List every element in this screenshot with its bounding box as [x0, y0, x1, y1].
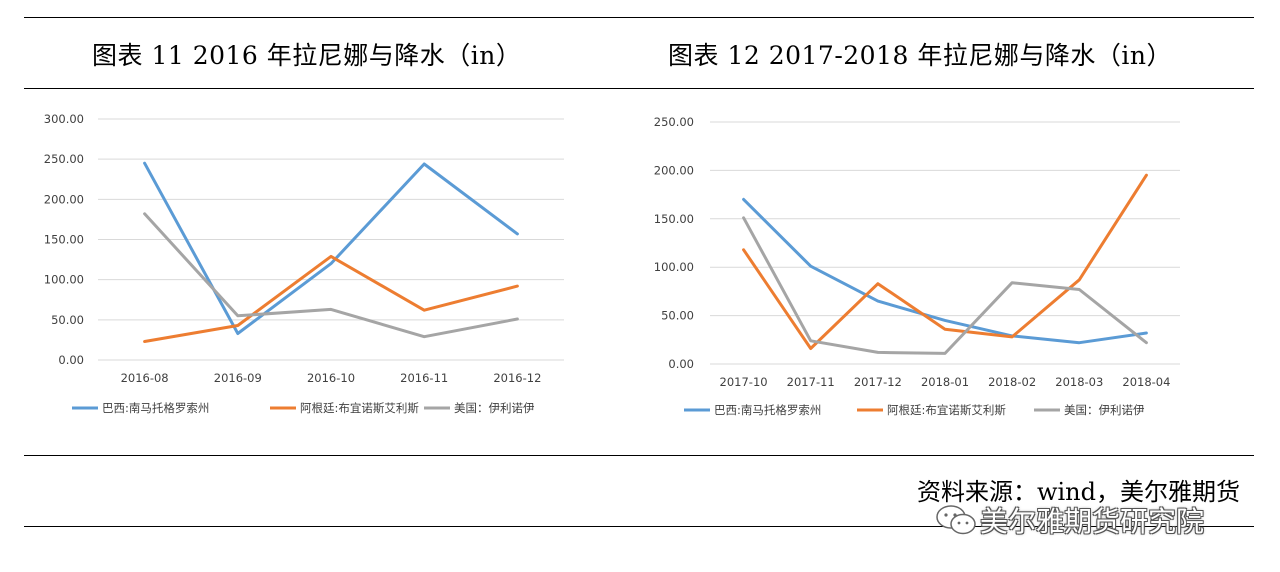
x-tick-label: 2018-02: [988, 375, 1036, 389]
x-tick-label: 2018-03: [1055, 375, 1103, 389]
legend-label: 巴西:南马托格罗索州: [102, 401, 209, 415]
series-line: [143, 161, 519, 335]
y-tick-label: 150.00: [654, 212, 694, 226]
series-line: [742, 173, 1148, 350]
series-line: [143, 212, 519, 339]
x-tick-label: 2017-12: [854, 375, 902, 389]
y-tick-label: 300.00: [44, 112, 84, 126]
series-line: [742, 216, 1148, 355]
x-tick-label: 2016-12: [493, 371, 541, 385]
x-tick-label: 2016-11: [400, 371, 448, 385]
y-tick-label: 200.00: [654, 163, 694, 177]
chart-title-left: 图表 11 2016 年拉尼娜与降水（in）: [92, 41, 522, 70]
footer-rule-top: [24, 455, 1254, 456]
chart-left: 0.00 50.00 100.00 150.00 200.00 250.00 300.00 2…: [44, 112, 564, 415]
title-rule: [24, 88, 1254, 89]
legend-label: 美国：伊利诺伊: [454, 401, 535, 415]
chart-right: 0.00 50.00 100.00 150.00 200.00 250.00 2017-10…: [654, 115, 1180, 417]
x-tick-label: 2016-08: [121, 371, 169, 385]
y-tick-label: 100.00: [44, 273, 84, 287]
watermark-text: 美尔雅期货研究院: [980, 505, 1205, 538]
x-tick-label: 2016-10: [307, 371, 355, 385]
top-rule: [24, 17, 1254, 18]
y-tick-label: 250.00: [654, 115, 694, 129]
x-tick-label: 2016-09: [214, 371, 262, 385]
y-tick-label: 200.00: [44, 192, 84, 206]
footer-rule-bottom: [24, 526, 1254, 527]
x-tick-label: 2018-04: [1122, 375, 1170, 389]
legend-label: 阿根廷:布宜诺斯艾利斯: [887, 403, 1006, 417]
chart-title-right: 图表 12 2017-2018 年拉尼娜与降水（in）: [668, 41, 1172, 70]
y-tick-label: 0.00: [668, 357, 694, 371]
y-tick-label: 250.00: [44, 152, 84, 166]
x-tick-label: 2017-11: [787, 375, 835, 389]
watermark: 美尔雅期货研究院: [928, 500, 1248, 540]
y-tick-label: 50.00: [661, 309, 694, 323]
legend-label: 美国：伊利诺伊: [1064, 403, 1145, 417]
source-note: 资料来源：wind，美尔雅期货: [916, 478, 1240, 506]
legend-label: 巴西:南马托格罗索州: [714, 403, 821, 417]
wechat-icon: [936, 505, 976, 535]
x-tick-label: 2017-10: [720, 375, 768, 389]
series-line: [143, 254, 519, 343]
y-tick-label: 50.00: [51, 313, 84, 327]
series-line: [742, 197, 1148, 345]
y-tick-label: 100.00: [654, 260, 694, 274]
y-tick-label: 0.00: [58, 353, 84, 367]
x-tick-label: 2018-01: [921, 375, 969, 389]
y-tick-label: 150.00: [44, 233, 84, 247]
legend-label: 阿根廷:布宜诺斯艾利斯: [300, 401, 419, 415]
